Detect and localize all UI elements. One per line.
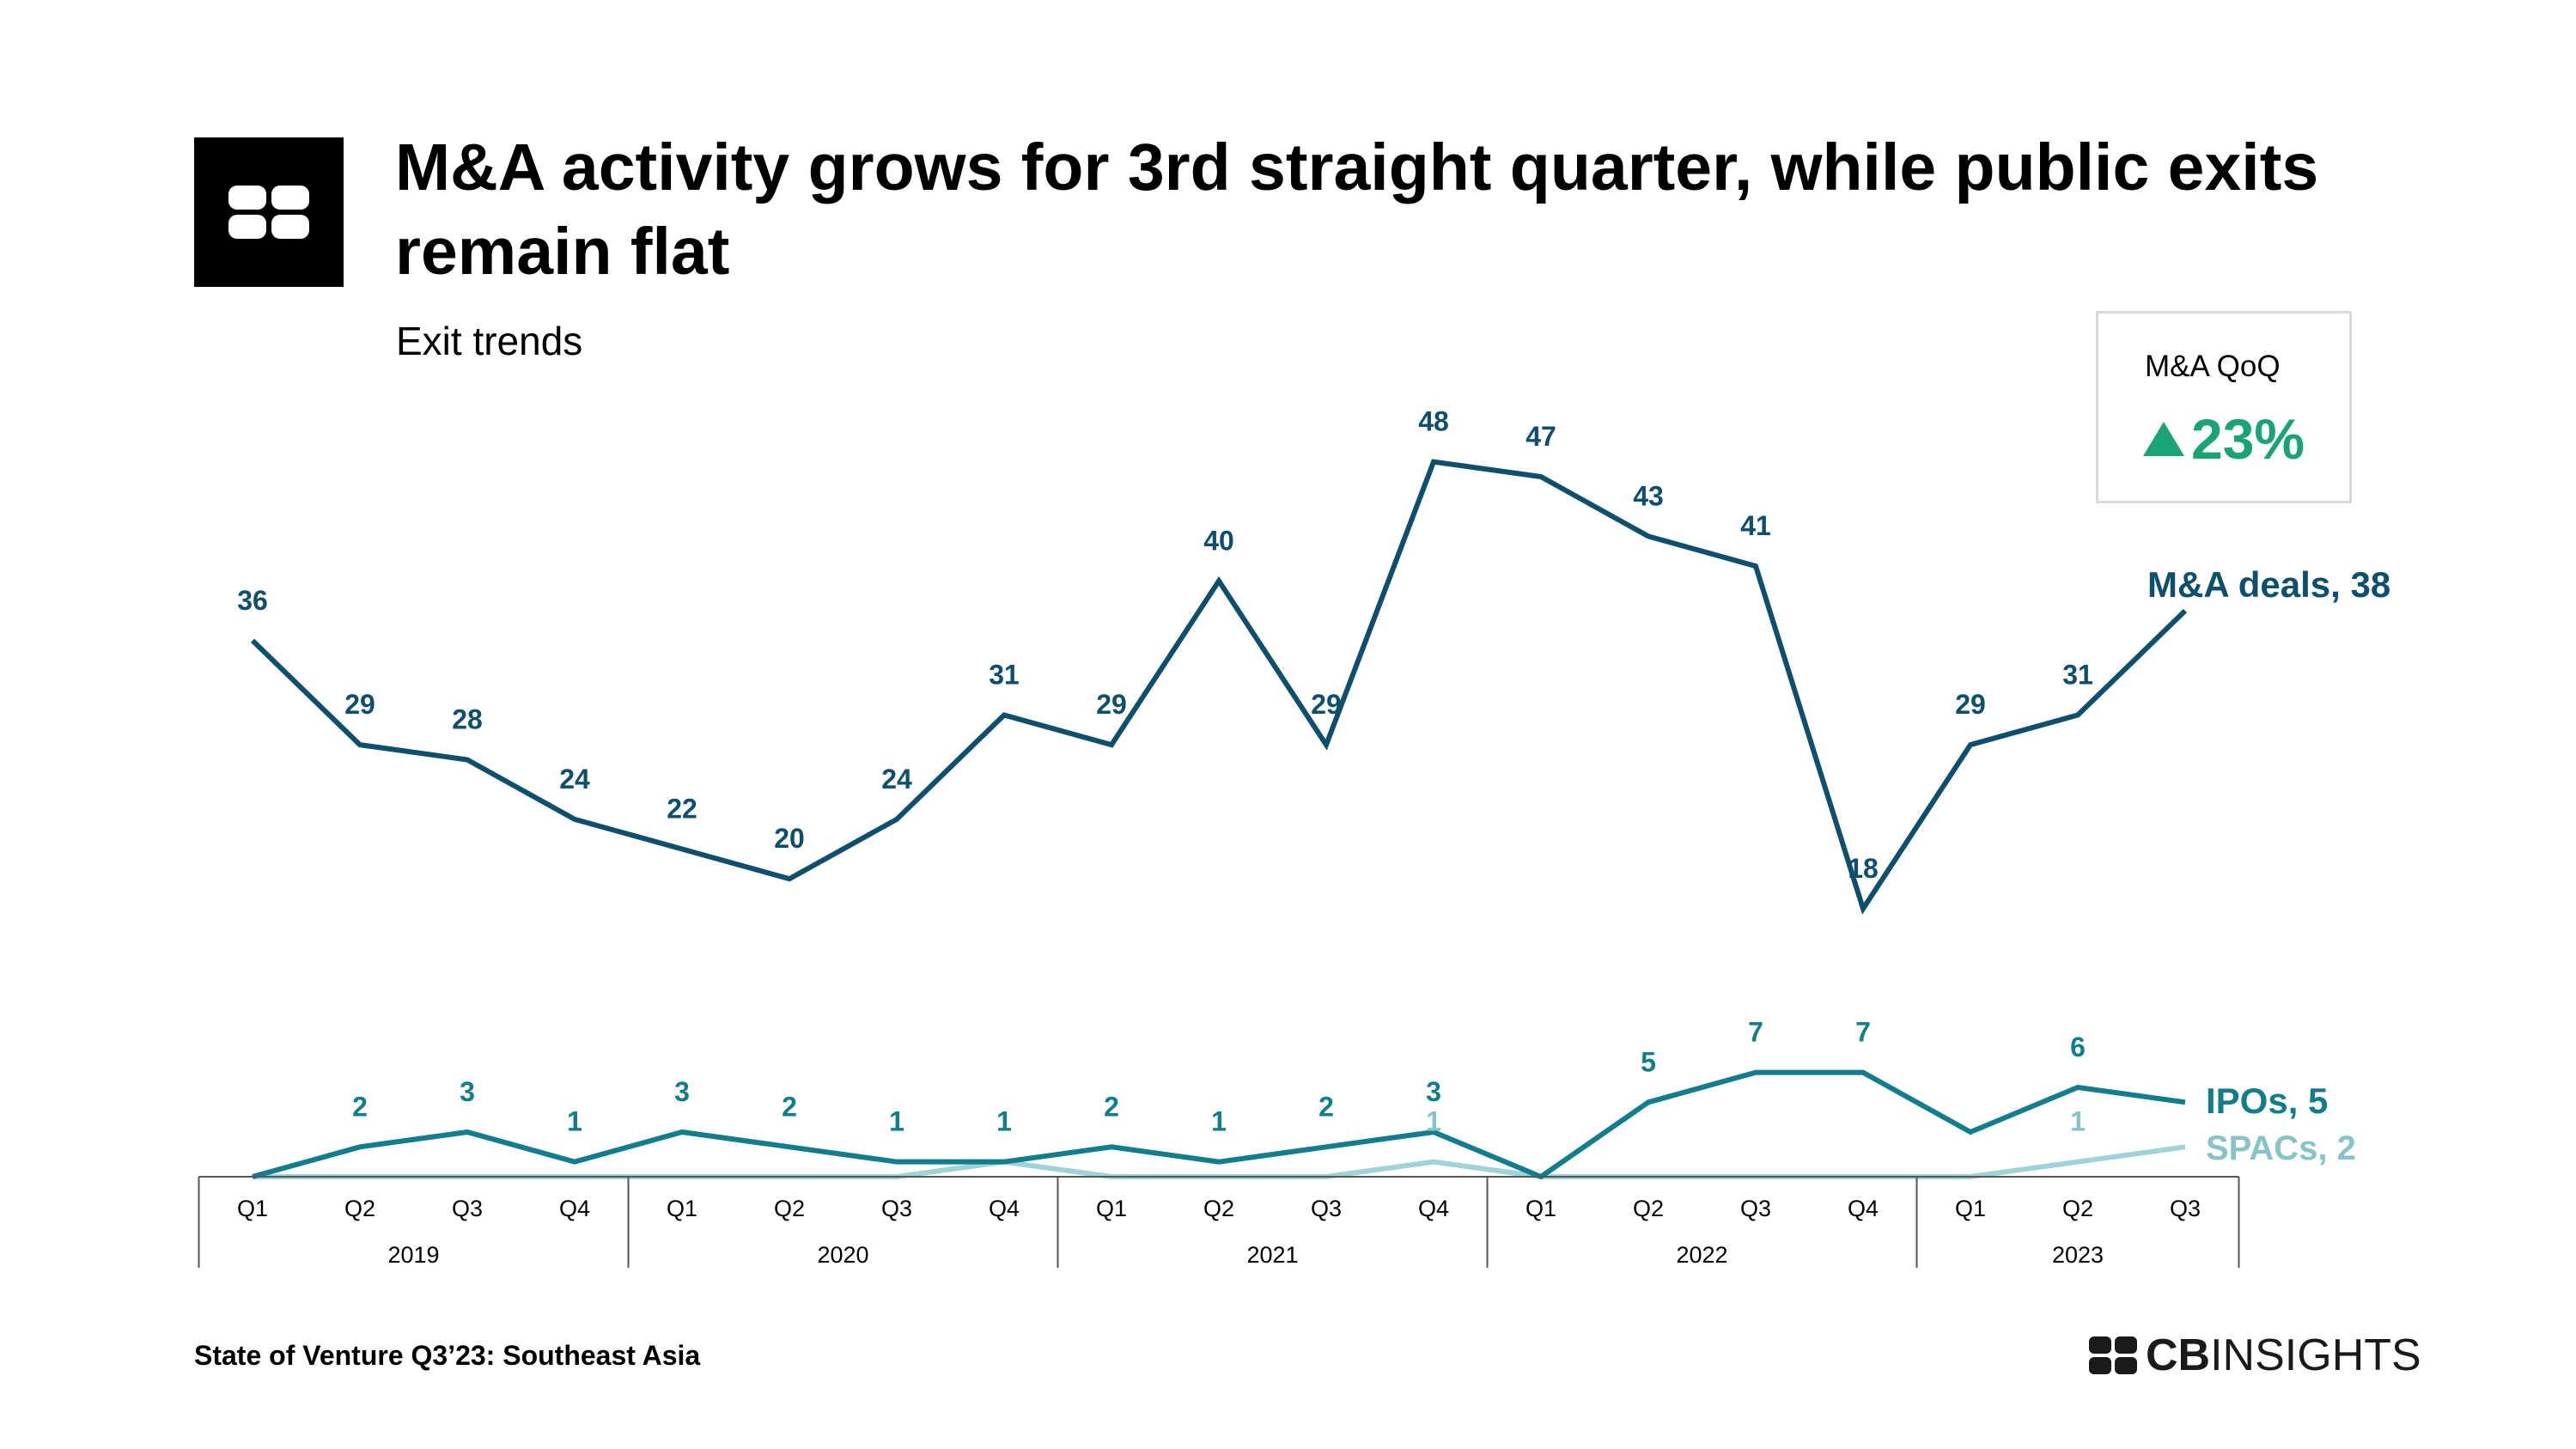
data-label: 29 — [1311, 689, 1342, 720]
data-label: 3 — [1426, 1076, 1441, 1107]
data-label: 1 — [567, 1106, 582, 1137]
data-label: 31 — [2062, 659, 2093, 690]
year-label: 2021 — [1246, 1242, 1298, 1268]
series-line-m-a-deals — [250, 459, 2188, 915]
data-label: 3 — [460, 1076, 475, 1107]
x-tick-label: Q2 — [344, 1196, 375, 1221]
qoq-value-wrap: 23% — [2143, 406, 2305, 472]
x-tick-label: Q3 — [1740, 1196, 1771, 1221]
data-label: 1 — [1426, 1106, 1441, 1137]
qoq-value: 23% — [2191, 407, 2305, 471]
data-label: 36 — [237, 585, 268, 616]
data-label: 29 — [344, 689, 375, 720]
data-label: 2 — [782, 1091, 797, 1122]
data-label: 1 — [1211, 1106, 1227, 1137]
data-label: 48 — [1418, 406, 1449, 437]
data-label: 24 — [881, 764, 912, 795]
data-label: 20 — [774, 823, 805, 854]
data-label: 29 — [1096, 689, 1127, 720]
data-label: 43 — [1633, 480, 1664, 511]
series-end-label: IPOs, 5 — [2206, 1081, 2328, 1121]
cb-logo-icon — [228, 186, 309, 239]
data-label: 3 — [674, 1076, 690, 1107]
series-end-label: M&A deals, 38 — [2147, 564, 2390, 605]
data-label: 1 — [2070, 1106, 2086, 1137]
data-label: 40 — [1203, 525, 1234, 556]
data-label: 5 — [1641, 1046, 1656, 1077]
data-label: 29 — [1955, 689, 1986, 720]
qoq-label: M&A QoQ — [2145, 350, 2281, 383]
source-note: State of Venture Q3’23: Southeast Asia — [194, 1340, 701, 1371]
year-label: 2023 — [2052, 1242, 2104, 1268]
data-label: 1 — [996, 1106, 1012, 1137]
x-tick-label: Q2 — [2062, 1196, 2093, 1221]
triangle-up-icon — [2143, 422, 2184, 456]
data-label: 41 — [1740, 510, 1771, 541]
x-tick-label: Q1 — [237, 1196, 268, 1221]
data-label: 1 — [889, 1106, 904, 1137]
page-title: M&A activity grows for 3rd straight quar… — [395, 131, 2319, 289]
year-label: 2020 — [817, 1242, 868, 1268]
data-label: 47 — [1526, 421, 1556, 452]
x-tick-label: Q1 — [667, 1196, 697, 1221]
data-label: 28 — [452, 703, 483, 734]
x-tick-label: Q3 — [452, 1196, 483, 1221]
brand-logo: CBINSIGHTS — [2089, 1330, 2421, 1380]
data-label: 7 — [1748, 1017, 1763, 1048]
data-label: 22 — [667, 794, 697, 825]
x-tick-label: Q4 — [1848, 1196, 1879, 1221]
brand-wordmark: CBINSIGHTS — [2146, 1330, 2421, 1380]
data-label: 2 — [1318, 1091, 1334, 1122]
x-tick-label: Q2 — [1203, 1196, 1234, 1221]
chart-subtitle: Exit trends — [396, 319, 583, 363]
x-tick-label: Q4 — [559, 1196, 590, 1221]
cb-insights-logo-icon — [2089, 1336, 2137, 1374]
x-tick-label: Q1 — [1955, 1196, 1986, 1221]
x-tick-label: Q3 — [881, 1196, 912, 1221]
data-label: 24 — [559, 764, 590, 795]
data-label: 31 — [989, 659, 1020, 690]
year-label: 2019 — [387, 1242, 439, 1268]
data-label: 2 — [1104, 1091, 1119, 1122]
x-tick-label: Q4 — [989, 1196, 1020, 1221]
year-label: 2022 — [1676, 1242, 1727, 1268]
series-end-label: SPACs, 2 — [2206, 1129, 2356, 1167]
x-tick-label: Q1 — [1096, 1196, 1127, 1221]
logo — [194, 137, 344, 287]
series-line-ipos — [252, 1069, 2186, 1180]
x-tick-label: Q3 — [1311, 1196, 1342, 1221]
x-tick-label: Q2 — [1633, 1196, 1664, 1221]
x-tick-label: Q3 — [2170, 1196, 2201, 1221]
data-label: 7 — [1855, 1017, 1871, 1048]
x-tick-label: Q2 — [774, 1196, 805, 1221]
data-label: 2 — [352, 1091, 368, 1122]
x-tick-label: Q4 — [1418, 1196, 1449, 1221]
data-label: 18 — [1848, 853, 1879, 884]
data-label: 6 — [2070, 1032, 2086, 1062]
qoq-callout: M&A QoQ 23% — [2096, 311, 2352, 503]
x-tick-label: Q1 — [1526, 1196, 1556, 1221]
